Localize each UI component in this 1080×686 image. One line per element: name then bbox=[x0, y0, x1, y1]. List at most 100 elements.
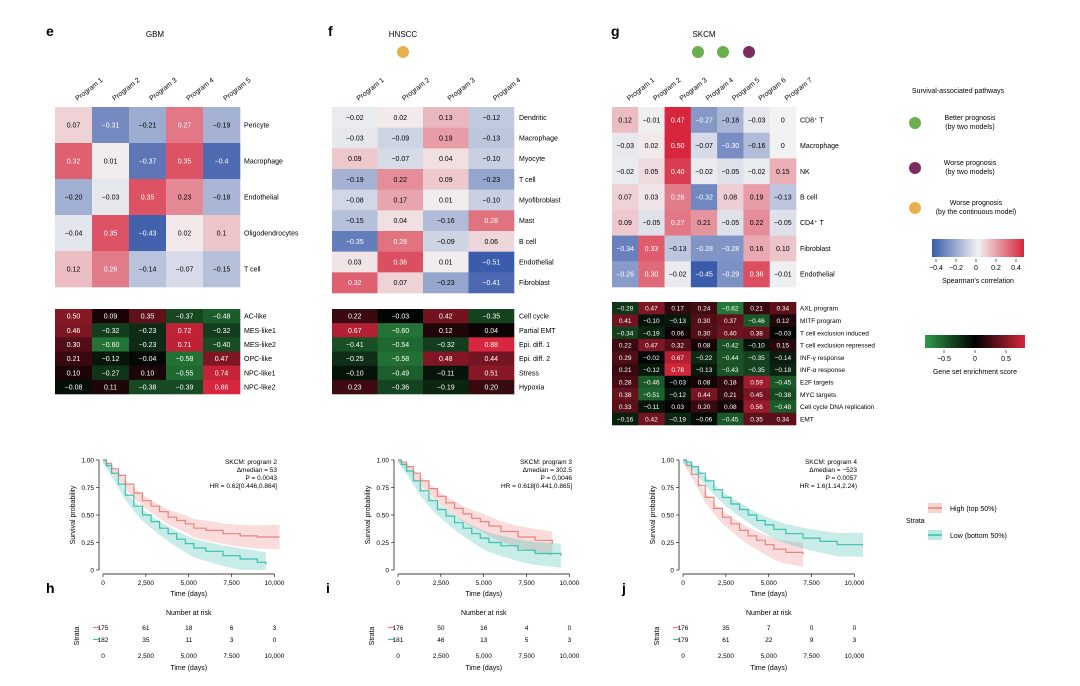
heatmap-cell bbox=[377, 379, 424, 395]
heatmap-cell bbox=[377, 107, 424, 128]
heatmap-row-label: Fibroblast bbox=[800, 246, 831, 253]
km-plot-program-4: 0 0.25 0.50 0.75 1.00 0 2,500 5,000 7,500 10,000 S… bbox=[650, 458, 865, 673]
panel-letter-f: f bbox=[328, 23, 333, 39]
heatmap-cell bbox=[166, 179, 204, 216]
heatmap-cell-value: 0.44 bbox=[698, 392, 711, 399]
heatmap-cell-value: −0.03 bbox=[748, 117, 766, 124]
heatmap-cell-value: −0.19 bbox=[346, 177, 364, 184]
heatmap-cell bbox=[717, 388, 744, 401]
heatmap-cell bbox=[377, 231, 424, 252]
heatmap-cell-value: −0.62 bbox=[722, 306, 739, 313]
heatmap-cell-value: 0.12 bbox=[618, 117, 632, 124]
heatmap-cell bbox=[664, 338, 692, 352]
heatmap-cell-value: −0.27 bbox=[695, 117, 713, 124]
heatmap-cell-value: 0.19 bbox=[439, 136, 453, 143]
km-risk-value: 175 bbox=[98, 625, 109, 632]
heatmap-cell bbox=[468, 107, 515, 128]
heatmap-cell-value: 0.44 bbox=[484, 356, 498, 363]
km-y-axis-label: Survival probability bbox=[70, 485, 77, 544]
heatmap-column-label: Program 6 bbox=[757, 77, 787, 103]
heatmap-row-label: EMT bbox=[800, 416, 814, 423]
heatmap-skcm-pathways: −0.28 0.47 0.17 0.24 −0.62 0.21 0.34 AXL progra… bbox=[612, 302, 875, 426]
heatmap-gbm-celltypes: 0.07 −0.31 −0.21 0.27 −0.19 Pericyte 0.32 0.01 −… bbox=[55, 77, 299, 288]
km-y-tick-label: 1.00 bbox=[81, 458, 94, 465]
heatmap-cell-value: −0.29 bbox=[721, 272, 739, 279]
heatmap-cell-value: −0.12 bbox=[669, 392, 686, 399]
heatmap-cell-value: 0.47 bbox=[645, 306, 658, 313]
km-risk-value: 0 bbox=[273, 637, 277, 644]
heatmap-cell-value: −0.02 bbox=[643, 355, 660, 362]
heatmap-cell-value: 0.26 bbox=[671, 195, 685, 202]
heatmap-cell bbox=[743, 338, 771, 352]
gsea-colorbar-ticks: −0.5 0 0.5 bbox=[937, 350, 1011, 363]
heatmap-cell bbox=[690, 412, 718, 426]
heatmap-row-label: Endothelial bbox=[800, 272, 835, 279]
heatmap-cell-value: −0.12 bbox=[643, 367, 660, 374]
heatmap-cell-value: 0.56 bbox=[750, 404, 763, 411]
colorbar-tick-label: 0 bbox=[973, 356, 977, 363]
heatmap-cell-value: 0.29 bbox=[619, 355, 632, 362]
heatmap-cell-value: 0.12 bbox=[777, 318, 790, 325]
heatmap-cell bbox=[423, 189, 469, 211]
heatmap-cell-value: 0.32 bbox=[671, 343, 684, 350]
km-survival-curve bbox=[398, 459, 553, 544]
heatmap-cell bbox=[769, 388, 797, 401]
heatmap-cell bbox=[468, 231, 515, 252]
heatmap-cell bbox=[638, 184, 665, 211]
heatmap-cell-value: 0.28 bbox=[484, 218, 498, 225]
heatmap-cell bbox=[92, 379, 130, 395]
km-risk-value: 3 bbox=[568, 637, 572, 644]
heatmap-cell bbox=[129, 351, 167, 366]
km-x-tick-label: 5,000 bbox=[761, 580, 778, 587]
heatmap-cell bbox=[423, 323, 469, 338]
heatmap-cell-value: −0.09 bbox=[437, 239, 455, 246]
heatmap-cell bbox=[423, 231, 469, 252]
heatmap-cell-value: −0.46 bbox=[748, 318, 765, 325]
heatmap-cell-value: −0.18 bbox=[721, 117, 739, 124]
heatmap-cell-value: −0.43 bbox=[139, 231, 157, 238]
colorbar-tick-label: 0.4 bbox=[1011, 265, 1021, 272]
heatmap-cell bbox=[612, 302, 639, 315]
heatmap-cell bbox=[332, 107, 378, 128]
heatmap-column-label: Program 7 bbox=[784, 77, 814, 103]
heatmap-cell-value: −0.05 bbox=[643, 220, 661, 227]
heatmap-cell bbox=[638, 351, 665, 364]
heatmap-cell bbox=[203, 323, 241, 338]
heatmap-cell bbox=[717, 363, 744, 377]
heatmap-cell bbox=[332, 231, 378, 252]
heatmap-cell-value: −0.48 bbox=[775, 404, 792, 411]
legend-better-label1: Better prognosis bbox=[945, 115, 996, 122]
heatmap-cell bbox=[664, 326, 692, 340]
heatmap-row-label: OPC-like bbox=[244, 356, 272, 363]
heatmap-cell bbox=[203, 379, 241, 395]
heatmap-row-label: Cell cycle DNA replication bbox=[800, 404, 875, 411]
legend-better-label2: (by two models) bbox=[945, 124, 994, 131]
heatmap-cell-value: 0.33 bbox=[645, 246, 659, 253]
heatmap-cell-value: −0.18 bbox=[775, 367, 792, 374]
heatmap-cell bbox=[664, 158, 692, 185]
heatmap-cell-value: −0.03 bbox=[391, 314, 409, 321]
heatmap-cell bbox=[92, 179, 130, 216]
heatmap-cell-value: 0.33 bbox=[619, 404, 632, 411]
km-legend-title: Strata bbox=[906, 518, 925, 525]
km-x-tick-label: 0 bbox=[101, 580, 105, 587]
heatmap-cell-value: 0.1 bbox=[217, 231, 227, 238]
heatmap-cell-value: 0.45 bbox=[750, 392, 763, 399]
heatmap-cell-value: −0.35 bbox=[748, 355, 765, 362]
km-risk-x-tick-label: 10,000 bbox=[559, 653, 579, 660]
heatmap-cell bbox=[717, 132, 744, 159]
km-x-tick-label: 0 bbox=[396, 580, 400, 587]
heatmap-cell-value: −0.38 bbox=[775, 392, 792, 399]
km-risk-title: Number at risk bbox=[461, 610, 507, 617]
heatmap-cell bbox=[769, 235, 797, 262]
heatmap-hnscc-states: 0.22 −0.03 0.42 −0.35 Cell cycle 0.67 −0.60 0.1… bbox=[332, 309, 556, 395]
heatmap-cell-value: 0.59 bbox=[750, 379, 763, 386]
heatmap-cell-value: −0.10 bbox=[482, 156, 500, 163]
heatmap-cell-value: 0.38 bbox=[750, 330, 763, 337]
heatmap-cell bbox=[717, 412, 744, 426]
heatmap-cell bbox=[664, 363, 692, 377]
heatmap-cell-value: −0.08 bbox=[346, 198, 364, 205]
heatmap-cell bbox=[129, 215, 167, 252]
heatmap-cell bbox=[612, 351, 639, 364]
heatmap-column-label: Program 3 bbox=[679, 77, 709, 103]
